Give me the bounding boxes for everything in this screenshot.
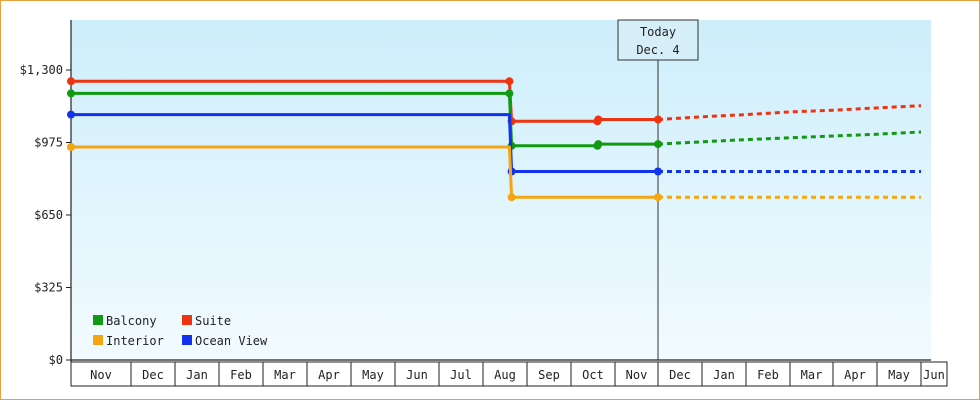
series-line-suite bbox=[71, 79, 658, 123]
month-cell bbox=[394, 361, 440, 387]
month-cell bbox=[832, 361, 878, 387]
y-axis: $0 $325 $650 $975 $1,300 bbox=[20, 20, 72, 367]
legend-label: Balcony bbox=[106, 314, 157, 328]
month-axis: Nov Dec Jan Feb Mar Apr May Jun Jul Aug Sep Oct Nov D… bbox=[70, 359, 948, 387]
y-tick-label: $0 bbox=[49, 353, 63, 367]
month-cell bbox=[526, 361, 572, 387]
today-marker: Today Dec. 4 bbox=[617, 19, 699, 360]
data-point-interior bbox=[654, 193, 662, 202]
data-point-ocean bbox=[654, 167, 662, 176]
month-label: Mar bbox=[274, 368, 296, 382]
month-cell bbox=[701, 361, 747, 387]
data-point-balcony bbox=[67, 89, 75, 98]
month-label: Dec bbox=[669, 368, 691, 382]
month-cell bbox=[876, 361, 922, 387]
month-label: Jun bbox=[406, 368, 428, 382]
month-label: Jan bbox=[186, 368, 208, 382]
month-cell bbox=[174, 361, 220, 387]
month-label: Sep bbox=[538, 368, 560, 382]
today-box bbox=[617, 19, 699, 61]
month-label: May bbox=[888, 368, 910, 382]
legend-label: Suite bbox=[195, 314, 231, 328]
month-label: Feb bbox=[757, 368, 779, 382]
plot-area bbox=[71, 20, 931, 360]
data-point-balcony bbox=[654, 140, 662, 149]
month-cell bbox=[438, 361, 484, 387]
month-label: Apr bbox=[318, 368, 340, 382]
data-point-interior bbox=[507, 193, 516, 202]
month-label: Feb bbox=[230, 368, 252, 382]
data-point-suite bbox=[505, 77, 514, 86]
legend: Balcony Suite Interior Ocean View bbox=[93, 314, 268, 348]
month-label: Jul bbox=[450, 368, 472, 382]
data-point-balcony bbox=[594, 140, 603, 149]
month-cell bbox=[657, 361, 703, 387]
data-point-suite bbox=[654, 115, 662, 124]
series-balcony bbox=[67, 89, 922, 150]
month-cell bbox=[789, 361, 834, 387]
y-tick-label: $325 bbox=[34, 281, 63, 295]
month-cell bbox=[614, 361, 659, 387]
legend-swatch bbox=[182, 335, 192, 345]
legend-swatch bbox=[93, 315, 103, 325]
legend-label: Ocean View bbox=[195, 334, 268, 348]
month-cell bbox=[745, 361, 791, 387]
series-forecast-balcony bbox=[657, 130, 922, 146]
month-cell bbox=[306, 361, 352, 387]
data-point-suite bbox=[67, 77, 75, 86]
y-tick-label: $650 bbox=[34, 208, 63, 222]
month-label: Jan bbox=[713, 368, 735, 382]
month-label: May bbox=[362, 368, 384, 382]
series-line-balcony bbox=[71, 91, 658, 148]
series-forecast-suite bbox=[657, 104, 922, 121]
month-label: Apr bbox=[844, 368, 866, 382]
month-label: Jun bbox=[923, 368, 945, 382]
month-label: Aug bbox=[494, 368, 516, 382]
y-tick-label: $975 bbox=[34, 136, 63, 150]
month-label: Oct bbox=[582, 368, 604, 382]
today-date: Dec. 4 bbox=[636, 43, 679, 57]
legend-swatch bbox=[93, 335, 103, 345]
series-interior bbox=[67, 143, 921, 202]
series-line-interior bbox=[71, 145, 658, 199]
data-point-suite bbox=[594, 115, 603, 124]
month-label: Dec bbox=[142, 368, 164, 382]
data-point-balcony bbox=[505, 89, 514, 98]
data-point-interior bbox=[67, 143, 75, 151]
legend-swatch bbox=[182, 315, 192, 325]
month-cell bbox=[350, 361, 396, 387]
month-label: Nov bbox=[626, 368, 648, 382]
series-layer bbox=[67, 77, 922, 202]
y-tick-label: $1,300 bbox=[20, 63, 63, 77]
month-label: Nov bbox=[90, 368, 112, 382]
month-label: Mar bbox=[801, 368, 823, 382]
legend-label: Interior bbox=[106, 334, 164, 348]
month-cell bbox=[70, 361, 132, 387]
month-cell bbox=[218, 361, 264, 387]
data-point-ocean bbox=[67, 110, 75, 119]
month-cell bbox=[920, 361, 948, 387]
today-label: Today bbox=[640, 25, 676, 39]
series-line-ocean bbox=[71, 113, 658, 173]
